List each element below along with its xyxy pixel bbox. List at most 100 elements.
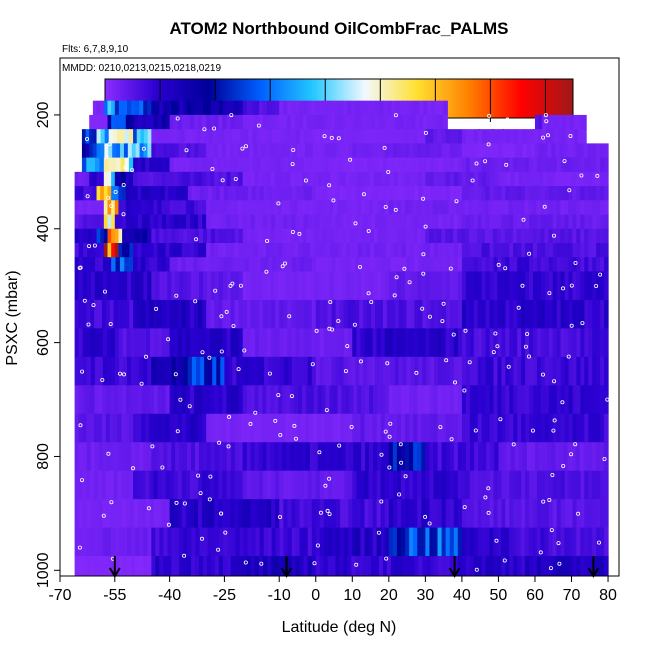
heatmap-cell: [539, 171, 544, 187]
heatmap-cell: [444, 200, 450, 215]
heatmap-cell: [442, 257, 447, 272]
heatmap-cell: [147, 271, 152, 301]
heatmap-cell: [552, 470, 558, 500]
heatmap-cell: [184, 129, 190, 144]
heatmap-cell: [226, 556, 232, 577]
heatmap-cell: [517, 271, 522, 301]
heatmap-cell: [214, 228, 220, 244]
heatmap-cell: [258, 556, 264, 577]
heatmap-cell: [107, 171, 112, 187]
sample-point: [557, 561, 562, 566]
heatmap-cell: [199, 556, 204, 577]
heatmap-cell: [410, 556, 416, 577]
heatmap-cell: [552, 157, 558, 173]
heatmap-cell: [600, 214, 605, 230]
heatmap-cell: [306, 243, 311, 258]
heatmap-cell: [288, 157, 293, 173]
heatmap-cell: [278, 271, 283, 301]
heatmap-cell: [355, 356, 360, 386]
heatmap-cell: [509, 413, 514, 443]
x-tick-label: -70: [48, 587, 71, 604]
heatmap-cell: [520, 228, 526, 244]
heatmap-cell: [250, 442, 256, 472]
heatmap-cell: [356, 328, 362, 358]
heatmap-cell: [170, 143, 176, 159]
heatmap-cell: [287, 470, 292, 500]
heatmap-cell: [509, 186, 514, 201]
heatmap-cell: [437, 328, 443, 358]
heatmap-cell: [272, 129, 277, 144]
heatmap-cell: [359, 186, 364, 201]
heatmap-cell: [390, 186, 396, 201]
heatmap-cell: [129, 129, 134, 144]
heatmap-cell: [168, 129, 174, 144]
heatmap-cell: [592, 243, 597, 258]
heatmap-cell: [92, 100, 98, 116]
heatmap-cell: [457, 214, 463, 230]
heatmap-cell: [341, 442, 346, 472]
sample-point: [282, 261, 287, 266]
heatmap-cell: [516, 527, 522, 557]
heatmap-cell: [474, 143, 479, 159]
heatmap-cell: [124, 257, 130, 272]
heatmap-cell: [522, 129, 527, 144]
heatmap-cell: [109, 470, 115, 500]
heatmap-cell: [297, 442, 303, 472]
heatmap-cell: [335, 299, 341, 329]
heatmap-cell: [129, 413, 134, 443]
heatmap-cell: [580, 228, 585, 244]
heatmap-cell: [236, 257, 242, 272]
heatmap-cell: [588, 328, 593, 358]
heatmap-cell: [418, 299, 423, 329]
heatmap-cell: [572, 527, 577, 557]
heatmap-cell: [564, 186, 570, 201]
heatmap-cell: [315, 470, 321, 500]
heatmap-cell: [592, 556, 597, 577]
heatmap-cell: [231, 527, 237, 557]
heatmap-cell: [327, 470, 333, 500]
heatmap-cell: [198, 499, 203, 529]
sample-point: [78, 265, 83, 270]
heatmap-cell: [123, 556, 128, 577]
heatmap-cell: [279, 470, 284, 500]
heatmap-cell: [283, 214, 288, 230]
heatmap-cell: [560, 556, 566, 577]
heatmap-cell: [584, 328, 589, 358]
heatmap-cell: [238, 171, 244, 187]
heatmap-cell: [176, 129, 182, 144]
heatmap-cell: [450, 186, 455, 201]
heatmap-cell: [191, 228, 196, 244]
heatmap-cell: [571, 143, 577, 159]
heatmap-cell: [94, 556, 100, 577]
heatmap-cell: [376, 413, 382, 443]
heatmap-cell: [348, 527, 353, 557]
heatmap-cell: [251, 186, 257, 201]
heatmap-cell: [584, 257, 589, 272]
heatmap-cell: [151, 556, 156, 577]
heatmap-cell: [318, 114, 324, 130]
heatmap-cell: [137, 171, 142, 187]
heatmap-cell: [536, 243, 542, 258]
heatmap-cell: [599, 143, 605, 159]
heatmap-cell: [425, 271, 431, 301]
heatmap-cell: [199, 186, 205, 201]
heatmap-cell: [327, 356, 333, 386]
heatmap-cell: [409, 171, 415, 187]
heatmap-cell: [98, 556, 104, 577]
heatmap-cell: [411, 100, 416, 116]
heatmap-cell: [274, 442, 279, 472]
heatmap-cell: [600, 470, 605, 500]
heatmap-cell: [580, 157, 585, 173]
heatmap-cell: [98, 413, 103, 443]
sample-point: [233, 176, 238, 181]
heatmap-cell: [548, 271, 554, 301]
heatmap-cell: [398, 556, 404, 577]
heatmap-cell: [568, 271, 574, 301]
heatmap-cell: [521, 271, 526, 301]
heatmap-cell: [118, 214, 123, 230]
sample-point: [328, 299, 333, 304]
heatmap-cell: [218, 214, 223, 230]
heatmap-cell: [210, 385, 215, 415]
heatmap-cell: [153, 243, 159, 258]
heatmap-cell: [153, 499, 159, 529]
